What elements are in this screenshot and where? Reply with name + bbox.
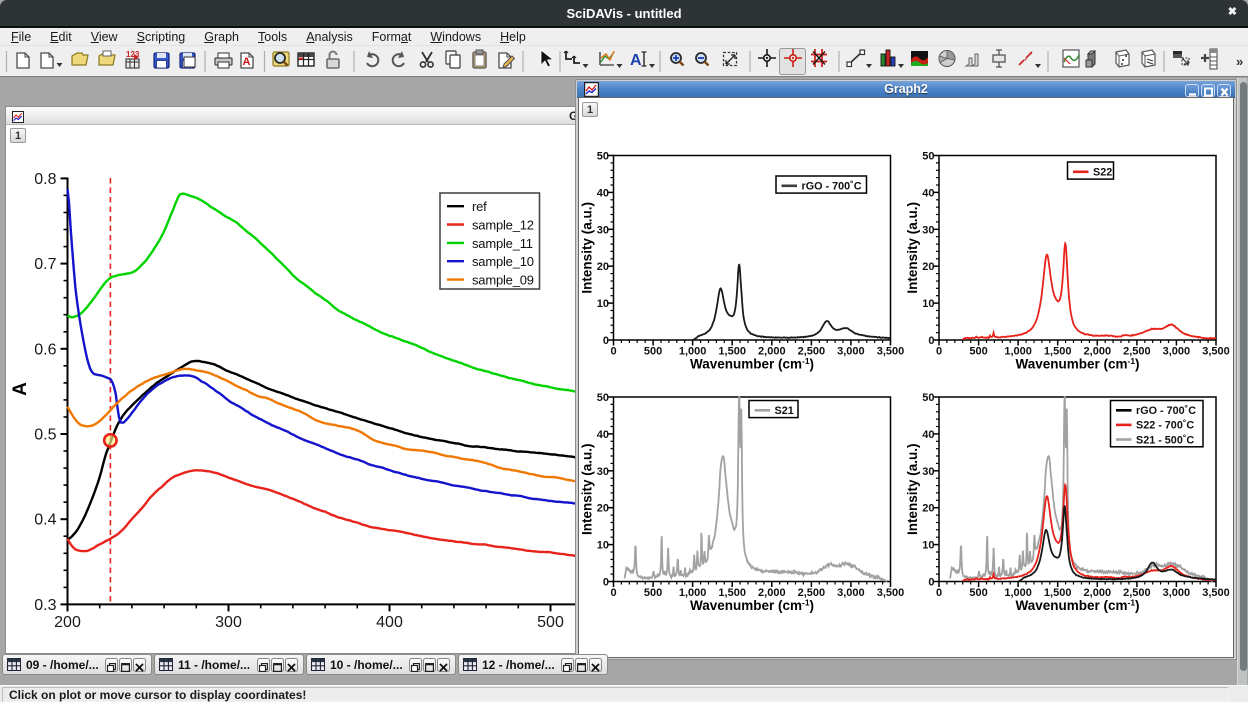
svg-text:2,500: 2,500 — [1123, 587, 1151, 599]
svg-text:20: 20 — [597, 261, 609, 273]
svg-text:rGO - 700˚C: rGO - 700˚C — [802, 181, 862, 193]
svg-text:Wavenumber (cm-1): Wavenumber (cm-1) — [1015, 356, 1139, 372]
svg-text:3,500: 3,500 — [877, 587, 905, 599]
svg-text:300: 300 — [215, 614, 242, 631]
svg-text:sample_12: sample_12 — [472, 218, 534, 233]
svg-text:0.6: 0.6 — [34, 341, 56, 358]
svg-text:S22: S22 — [1093, 167, 1112, 179]
svg-text:A: A — [10, 382, 31, 396]
svg-text:rGO - 700˚C: rGO - 700˚C — [1136, 405, 1196, 417]
svg-text:50: 50 — [597, 151, 609, 163]
svg-text:50: 50 — [922, 151, 934, 163]
svg-text:500: 500 — [644, 346, 662, 358]
svg-text:2,500: 2,500 — [798, 587, 826, 599]
svg-text:0: 0 — [603, 577, 609, 589]
svg-text:30: 30 — [597, 224, 609, 236]
svg-text:Intensity (a.u.): Intensity (a.u.) — [905, 202, 920, 294]
svg-text:0: 0 — [610, 587, 616, 599]
svg-text:30: 30 — [597, 466, 609, 478]
svg-text:3,000: 3,000 — [837, 587, 865, 599]
svg-text:1,500: 1,500 — [718, 587, 746, 599]
svg-text:Wavenumber (cm-1): Wavenumber (cm-1) — [1015, 598, 1139, 614]
svg-text:0: 0 — [936, 587, 942, 599]
svg-text:40: 40 — [922, 187, 934, 199]
svg-text:30: 30 — [922, 224, 934, 236]
svg-text:2,000: 2,000 — [1084, 346, 1112, 358]
svg-text:0.4: 0.4 — [34, 512, 56, 529]
svg-text:500: 500 — [537, 614, 564, 631]
svg-text:0.5: 0.5 — [34, 427, 56, 444]
svg-text:»: » — [1236, 54, 1243, 69]
svg-text:0.3: 0.3 — [34, 597, 56, 614]
svg-text:40: 40 — [597, 429, 609, 441]
svg-text:500: 500 — [644, 587, 662, 599]
svg-text:2,500: 2,500 — [798, 346, 826, 358]
svg-text:3,000: 3,000 — [837, 346, 865, 358]
svg-text:2,000: 2,000 — [758, 587, 786, 599]
svg-text:200: 200 — [54, 614, 81, 631]
svg-text:Wavenumber (cm-1): Wavenumber (cm-1) — [690, 598, 814, 614]
svg-text:20: 20 — [597, 503, 609, 515]
svg-text:1,000: 1,000 — [679, 587, 707, 599]
svg-text:0: 0 — [936, 346, 942, 358]
svg-text:20: 20 — [922, 261, 934, 273]
svg-text:S22 - 700˚C: S22 - 700˚C — [1136, 420, 1194, 432]
svg-text:sample_11: sample_11 — [472, 236, 533, 251]
svg-text:ref: ref — [472, 199, 487, 214]
svg-text:Intensity (a.u.): Intensity (a.u.) — [580, 443, 595, 535]
svg-text:sample_10: sample_10 — [472, 254, 534, 269]
svg-text:1,000: 1,000 — [679, 346, 707, 358]
svg-text:20: 20 — [922, 503, 934, 515]
svg-text:40: 40 — [922, 429, 934, 441]
svg-text:sample_09: sample_09 — [472, 273, 534, 288]
svg-text:S21: S21 — [775, 405, 794, 417]
svg-text:2,000: 2,000 — [1084, 587, 1112, 599]
svg-text:0: 0 — [928, 335, 934, 347]
svg-text:10: 10 — [922, 540, 934, 552]
svg-text:S21 - 500˚C: S21 - 500˚C — [1136, 434, 1194, 446]
svg-text:10: 10 — [597, 298, 609, 310]
svg-text:1,500: 1,500 — [1044, 587, 1072, 599]
svg-text:3,000: 3,000 — [1163, 346, 1191, 358]
svg-text:500: 500 — [969, 587, 987, 599]
svg-text:3,000: 3,000 — [1163, 587, 1191, 599]
svg-text:1,000: 1,000 — [1004, 587, 1032, 599]
svg-text:123: 123 — [126, 50, 140, 59]
svg-text:50: 50 — [922, 392, 934, 404]
svg-text:2,000: 2,000 — [758, 346, 786, 358]
svg-text:30: 30 — [922, 466, 934, 478]
svg-text:40: 40 — [597, 187, 609, 199]
svg-text:Wavenumber (cm-1): Wavenumber (cm-1) — [690, 356, 814, 372]
svg-text:0.8: 0.8 — [34, 171, 56, 188]
svg-text:1,500: 1,500 — [1044, 346, 1072, 358]
svg-text:3,500: 3,500 — [1202, 346, 1230, 358]
svg-text:0: 0 — [603, 335, 609, 347]
svg-text:1,500: 1,500 — [718, 346, 746, 358]
svg-text:2,500: 2,500 — [1123, 346, 1151, 358]
svg-text:A: A — [243, 56, 251, 68]
svg-text:400: 400 — [376, 614, 403, 631]
svg-text:10: 10 — [597, 540, 609, 552]
svg-text:1,000: 1,000 — [1004, 346, 1032, 358]
svg-text:3,500: 3,500 — [1202, 587, 1230, 599]
svg-text:Intensity (a.u.): Intensity (a.u.) — [580, 202, 595, 294]
svg-text:Intensity (a.u.): Intensity (a.u.) — [905, 443, 920, 535]
svg-text:A: A — [630, 52, 642, 69]
svg-text:500: 500 — [969, 346, 987, 358]
svg-text:0: 0 — [928, 577, 934, 589]
svg-text:0: 0 — [610, 346, 616, 358]
svg-text:0.7: 0.7 — [34, 256, 56, 273]
svg-text:10: 10 — [922, 298, 934, 310]
svg-text:50: 50 — [597, 392, 609, 404]
svg-text:3,500: 3,500 — [877, 346, 905, 358]
